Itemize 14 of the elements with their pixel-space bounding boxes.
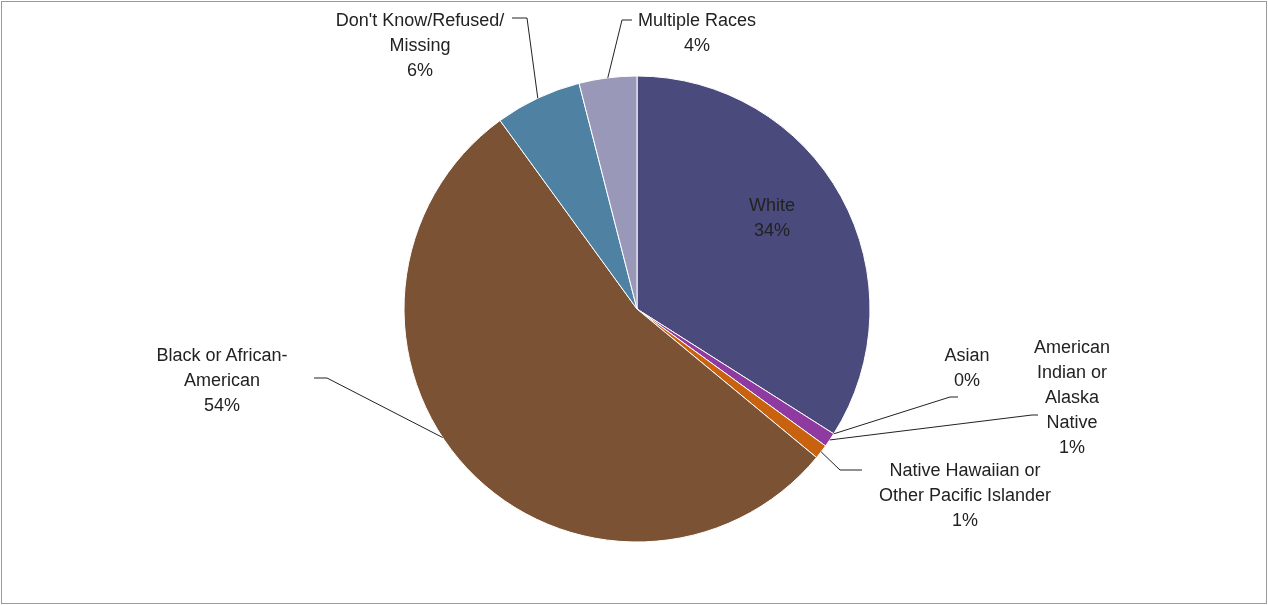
slice-label: American Indian or Alaska Native [1033, 337, 1111, 432]
slice-label: Multiple Races [637, 10, 757, 30]
text: 0% [953, 370, 981, 390]
data-label: 34% [753, 220, 791, 240]
slice-label: Black or African-American [156, 345, 288, 390]
slice-label: Don't Know/Refused/Missing [335, 10, 505, 55]
data-label: 6% [406, 60, 434, 80]
data-label: 1% [951, 510, 979, 530]
slice-label: Native Hawaiian or Other Pacific Islander [878, 460, 1052, 505]
slice-label: White [748, 195, 796, 215]
data-label: 1% [1058, 437, 1086, 457]
data-label: 4% [683, 35, 711, 55]
category-label: Asian [944, 345, 990, 365]
data-label: 54% [203, 395, 241, 415]
